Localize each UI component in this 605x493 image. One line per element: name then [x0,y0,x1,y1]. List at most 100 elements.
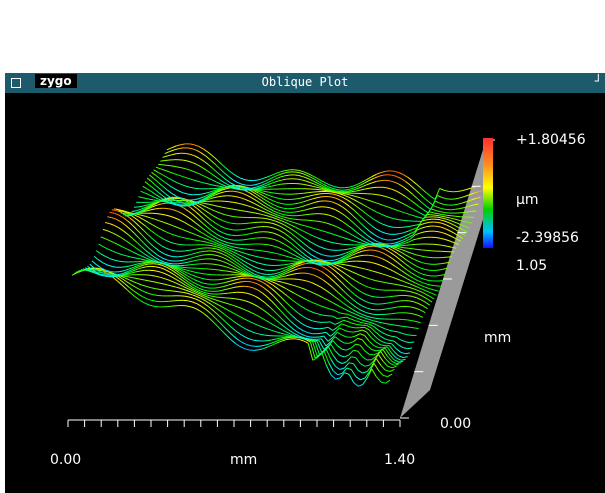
surface-line [387,314,392,315]
surface-line [350,277,355,280]
surface-line [443,245,448,246]
surface-line [351,187,356,189]
surface-line [92,261,97,265]
surface-line [363,218,368,222]
surface-line [218,230,223,232]
surface-line [394,364,399,365]
surface-line [435,201,440,203]
surface-line [220,311,225,315]
surface-line [385,180,390,181]
surface-line [110,259,115,261]
surface-line [277,235,282,237]
surface-line [173,210,178,212]
surface-line [130,265,135,266]
surface-line [267,186,272,187]
surface-line [355,314,360,316]
surface-line [261,345,266,346]
surface-line [462,202,467,204]
surface-line [315,184,320,186]
surface-line [344,303,349,306]
surface-line [152,172,157,175]
surface-line [166,248,171,250]
surface-line [357,252,362,254]
surface-line [199,282,204,284]
surface-line [186,306,191,307]
surface-line [298,244,303,248]
surface-line [204,314,209,318]
surface-line [346,287,351,291]
surface-line [143,205,148,206]
surface-line [325,249,330,250]
surface-line [286,240,291,243]
surface-line [390,218,395,219]
surface-line [126,256,131,257]
surface-line [279,223,284,225]
surface-line [289,306,294,310]
surface-line [346,265,351,266]
surface-line [256,315,261,317]
surface-line [317,197,322,198]
surface-line [190,187,195,188]
surface-line [365,188,370,189]
surface-line [380,345,385,346]
surface-line [108,249,113,251]
surface-line [243,193,248,195]
surface-line [169,256,174,257]
surface-line [261,211,266,213]
surface-line [281,204,286,205]
surface-line [108,231,113,233]
surface-line [358,325,363,326]
surface-line [463,212,468,213]
surface-line [276,177,281,179]
surface-line [371,323,376,325]
surface-line [271,301,276,306]
surface-line [366,295,371,297]
surface-line [423,274,428,275]
surface-line [370,201,375,203]
surface-line [356,185,361,187]
surface-line [279,339,284,341]
surface-line [280,265,285,266]
surface-line [330,309,335,310]
surface-line [405,282,410,284]
surface-line [320,247,325,249]
surface-line [369,324,374,326]
surface-line [302,215,307,216]
surface-line [180,260,185,261]
surface-line [310,340,315,341]
surface-line [328,300,333,303]
surface-line [301,180,306,181]
surface-line [440,220,445,221]
surface-line [383,361,388,366]
surface-line [350,291,355,295]
surface-line [308,339,313,340]
surface-line [249,321,254,323]
surface-line [390,198,395,200]
surface-line [212,255,217,256]
surface-line [162,265,167,267]
surface-line [394,341,399,345]
surface-line [262,309,267,312]
surface-line [338,236,343,238]
surface-line [276,341,281,343]
surface-line [349,322,354,324]
surface-line [440,238,445,239]
surface-line [371,262,376,263]
surface-line [265,303,270,307]
surface-line [287,275,292,276]
surface-line [422,227,427,228]
surface-line [320,190,325,191]
surface-line [379,371,384,376]
surface-line [154,189,159,193]
surface-line [144,254,149,257]
surface-line [293,208,298,209]
surface-line [349,363,354,364]
surface-line [355,256,360,257]
surface-line [361,250,366,251]
surface-line [399,361,404,362]
surface-line [196,252,201,253]
surface-line [302,205,307,206]
surface-line [161,190,166,194]
surface-line [338,195,343,197]
surface-line [358,202,363,205]
